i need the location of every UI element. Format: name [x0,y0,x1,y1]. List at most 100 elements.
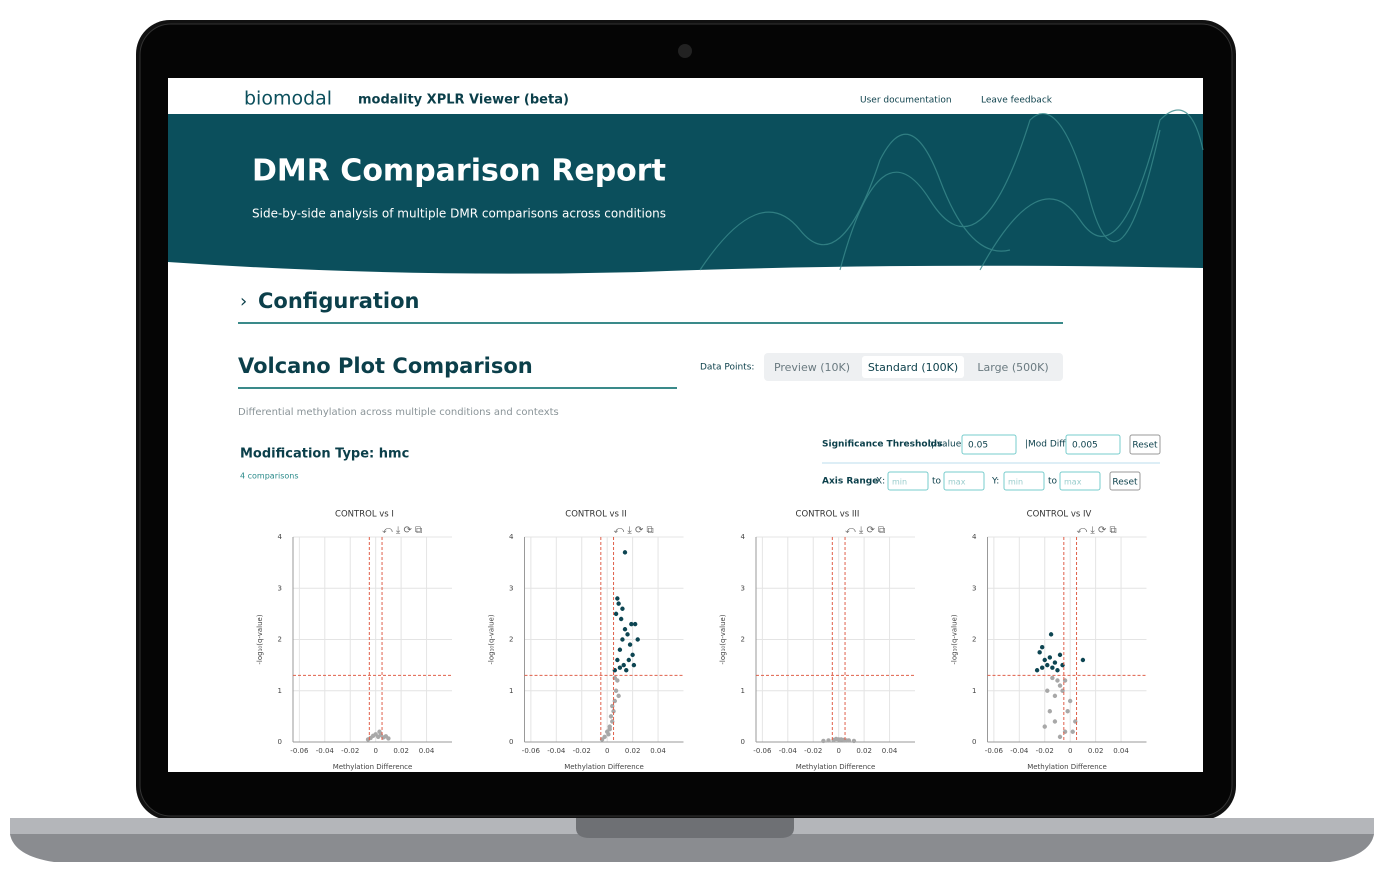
point [851,738,857,744]
comparisons-count[interactable]: 4 comparisons [240,472,299,481]
x-tick-label: -0.06 [290,747,309,755]
point [833,736,839,742]
hero-banner [168,114,1203,274]
x-axis-label: Methylation Difference [1027,763,1107,771]
y-label: Y: [991,477,999,487]
x-label: X: [876,477,885,487]
chevron[interactable]: › [240,291,247,312]
x-axis-label: Methylation Difference [796,763,876,771]
point [622,550,628,555]
x-tick-label: -0.02 [573,747,591,755]
y-tick-label: 0 [741,738,745,746]
input[interactable] [887,471,929,491]
nav-link[interactable]: Leave feedback [981,96,1053,106]
input[interactable] [943,471,985,491]
x-tick-label: 0.04 [419,747,435,755]
segment-selected[interactable] [862,356,964,378]
point [1057,683,1063,688]
point [631,662,637,668]
point [826,738,831,743]
point [1045,688,1050,693]
to-label: to [932,477,942,487]
placeholder[interactable]: max [948,478,966,487]
x-tick-label: 0.04 [650,747,666,755]
point [1080,657,1086,663]
mod-value-input[interactable]: 0.005 [1072,441,1098,451]
x-tick-label: -0.06 [985,747,1004,755]
toolbar[interactable]: ⤺ ⤓ ⟳ ⧉ [614,525,654,536]
segment-option[interactable]: Standard (100K) [868,361,958,374]
y-axis-label: -log₁₀(q-value) [951,614,959,664]
placeholder[interactable]: min [892,478,907,487]
point [1070,729,1075,734]
to-label: to [1048,477,1058,487]
point [627,642,633,647]
point [821,738,826,744]
segment-option[interactable]: Large (500K) [977,361,1048,374]
point [611,709,616,714]
point [1057,734,1063,740]
point [620,637,625,642]
toolbar[interactable]: ⤺ ⤓ ⟳ ⧉ [382,525,422,536]
input[interactable] [1065,434,1121,455]
x-tick-label: -0.02 [1036,747,1054,755]
button[interactable] [1109,471,1141,491]
mod-label: |Mod Diff| [1025,440,1069,450]
x-axis-label: Methylation Difference [564,763,644,771]
point [377,729,382,734]
y-tick-label: 4 [278,533,283,541]
y-tick-label: 2 [509,636,513,644]
hero-subtitle: Side-by-side analysis of multiple DMR co… [252,207,666,221]
y-tick-label: 0 [972,738,976,746]
point [1034,668,1040,673]
point [616,601,621,606]
x-tick-label: 0 [605,747,609,755]
y-axis-label: -log₁₀(q-value) [256,614,264,664]
y-tick-label: 3 [972,584,976,592]
camera [678,44,692,58]
point [1039,644,1045,650]
point [624,668,629,673]
point [1047,655,1053,660]
point [1048,632,1054,637]
point [617,665,623,670]
section-title[interactable]: Configuration [258,289,419,313]
reset-button[interactable]: Reset [1132,441,1158,451]
point [1050,675,1055,681]
logo[interactable]: biomodal [244,88,332,110]
x-tick-label: 0.02 [393,747,409,755]
point [608,714,614,719]
segment-option[interactable]: Preview (10K) [774,361,850,374]
point [621,662,626,668]
x-tick-label: -0.04 [547,747,566,755]
y-tick-label: 3 [278,584,282,592]
nav-link[interactable]: User documentation [860,96,952,106]
point [1047,709,1053,714]
point [606,732,611,737]
input[interactable] [1059,471,1101,491]
toolbar[interactable]: ⤺ ⤓ ⟳ ⧉ [1077,525,1117,536]
q-value-input[interactable]: 0.05 [968,441,988,451]
button[interactable] [1129,434,1161,455]
y-tick-label: 1 [972,687,976,695]
point [1052,660,1058,665]
laptop-base-edge [10,834,1374,862]
modification-type: Modification Type: hmc [240,447,409,462]
thresholds-label: Significance Thresholds [822,440,942,450]
placeholder[interactable]: min [1008,478,1023,487]
placeholder[interactable]: max [1064,478,1082,487]
point [629,621,634,627]
y-axis-label: -log₁₀(q-value) [488,614,496,664]
input[interactable] [1003,471,1045,491]
toolbar[interactable]: ⤺ ⤓ ⟳ ⧉ [845,525,885,536]
input[interactable] [961,434,1017,455]
point [620,606,625,611]
reset-button[interactable]: Reset [1112,478,1138,488]
point [1050,665,1055,670]
point [1055,668,1060,673]
y-tick-label: 2 [972,636,976,644]
point [615,596,620,601]
y-axis-label: -log₁₀(q-value) [719,614,727,664]
q-label: q-value [928,440,962,450]
point [386,736,391,741]
